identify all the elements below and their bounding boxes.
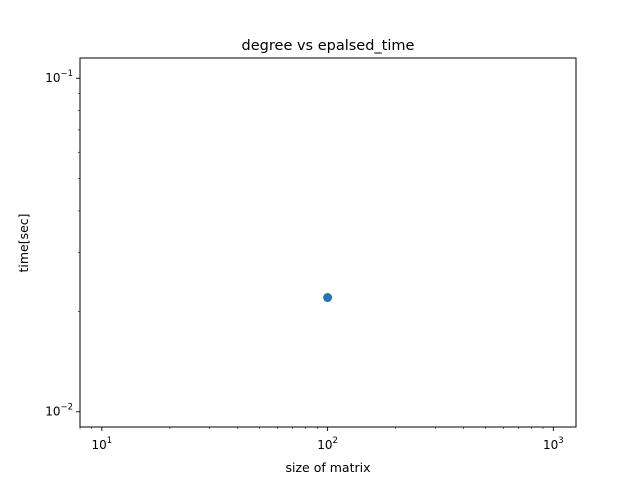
- ticks-layer: 101 102 103 10−2 10−1: [45, 69, 564, 452]
- x-axis-label: size of matrix: [286, 460, 371, 475]
- y-axis-label: time[sec]: [16, 213, 31, 272]
- chart-title: degree vs epalsed_time: [242, 38, 415, 54]
- x-tick-label: 103: [543, 436, 564, 452]
- data-point: [323, 293, 333, 303]
- points-layer: [323, 293, 333, 303]
- y-tick-label: 10−1: [45, 69, 73, 85]
- x-tick-label: 102: [317, 436, 338, 452]
- x-tick-label: 101: [92, 436, 113, 452]
- y-tick-label: 10−2: [45, 403, 73, 419]
